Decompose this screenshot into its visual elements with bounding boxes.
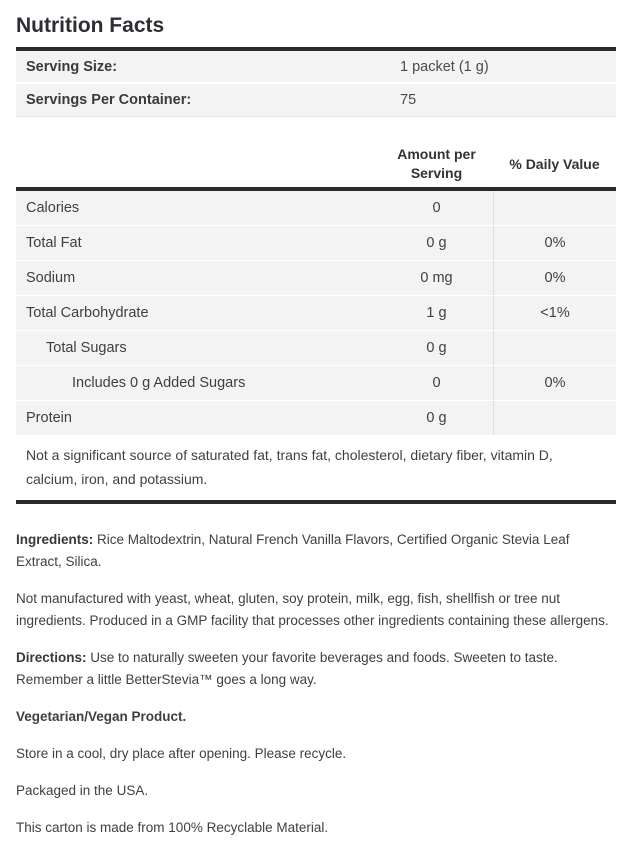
directions-text: Use to naturally sweeten your favorite b… <box>16 650 558 687</box>
nutrition-facts-panel: Nutrition Facts Serving Size: 1 packet (… <box>0 13 632 839</box>
table-row-total-sugars: Total Sugars 0 g <box>16 331 616 366</box>
nutrition-table-header: Amount per Serving % Daily Value <box>16 117 616 187</box>
page-title: Nutrition Facts <box>16 14 165 37</box>
nutrient-label: Total Carbohydrate <box>26 305 149 321</box>
table-row-protein: Protein 0 g <box>16 401 616 436</box>
packaged-statement: Packaged in the USA. <box>16 783 149 798</box>
servings-per-container-label: Servings Per Container: <box>26 92 192 108</box>
nutrient-label: Total Fat <box>26 235 82 251</box>
table-row-total-carbohydrate: Total Carbohydrate 1 g <1% <box>16 296 616 331</box>
nutrient-daily-value: 0% <box>493 366 616 400</box>
product-details: Ingredients: Rice Maltodextrin, Natural … <box>16 504 616 839</box>
nutrient-label: Calories <box>26 200 80 216</box>
nutrient-amount: 0 g <box>426 340 447 356</box>
serving-size-value: 1 packet (1 g) <box>400 58 489 75</box>
nutrient-daily-value: <1% <box>493 296 616 330</box>
nutrition-table: Calories 0 Total Fat 0 g 0% Sodium 0 mg … <box>16 187 616 504</box>
table-row: Serving Size: 1 packet (1 g) <box>16 51 616 84</box>
nutrient-daily-value <box>493 191 616 225</box>
nutrient-daily-value: 0% <box>493 261 616 295</box>
table-row: Servings Per Container: 75 <box>16 84 616 117</box>
nutrient-daily-value: 0% <box>493 226 616 260</box>
nutrient-amount: 0 <box>432 375 441 391</box>
serving-info-table: Serving Size: 1 packet (1 g) Servings Pe… <box>16 47 616 117</box>
nutrient-label: Protein <box>26 410 72 426</box>
table-row-sodium: Sodium 0 mg 0% <box>16 261 616 296</box>
ingredients-label: Ingredients: <box>16 532 94 547</box>
directions-label: Directions: <box>16 650 87 665</box>
ingredients-paragraph: Ingredients: Rice Maltodextrin, Natural … <box>16 529 616 573</box>
ingredients-text: Rice Maltodextrin, Natural French Vanill… <box>16 532 570 569</box>
nutrient-label: Total Sugars <box>46 340 127 356</box>
serving-size-label: Serving Size: <box>26 58 118 75</box>
storage-statement: Store in a cool, dry place after opening… <box>16 746 347 761</box>
servings-per-container-value: 75 <box>400 92 417 108</box>
nutrient-amount: 1 g <box>426 305 447 321</box>
table-row-added-sugars: Includes 0 g Added Sugars 0 0% <box>16 366 616 401</box>
nutrient-label: Includes 0 g Added Sugars <box>72 375 246 391</box>
directions-paragraph: Directions: Use to naturally sweeten you… <box>16 647 616 691</box>
nutrient-amount: 0 mg <box>420 270 453 286</box>
nutrient-amount: 0 g <box>426 410 447 426</box>
nutrient-amount: 0 <box>432 200 441 216</box>
nutrient-amount: 0 g <box>426 235 447 251</box>
nutrition-footnote: Not a significant source of saturated fa… <box>16 436 616 500</box>
nutrient-daily-value <box>493 401 616 435</box>
table-row-calories: Calories 0 <box>16 191 616 226</box>
table-row-total-fat: Total Fat 0 g 0% <box>16 226 616 261</box>
amount-per-serving-column-header: Amount per Serving <box>397 146 476 181</box>
recyclable-statement: This carton is made from 100% Recyclable… <box>16 820 329 835</box>
nutrient-label: Sodium <box>26 270 76 286</box>
daily-value-column-header: % Daily Value <box>509 155 600 172</box>
nutrient-daily-value <box>493 331 616 365</box>
allergen-paragraph: Not manufactured with yeast, wheat, glut… <box>16 591 609 628</box>
vegetarian-vegan-statement: Vegetarian/Vegan Product. <box>16 709 187 724</box>
